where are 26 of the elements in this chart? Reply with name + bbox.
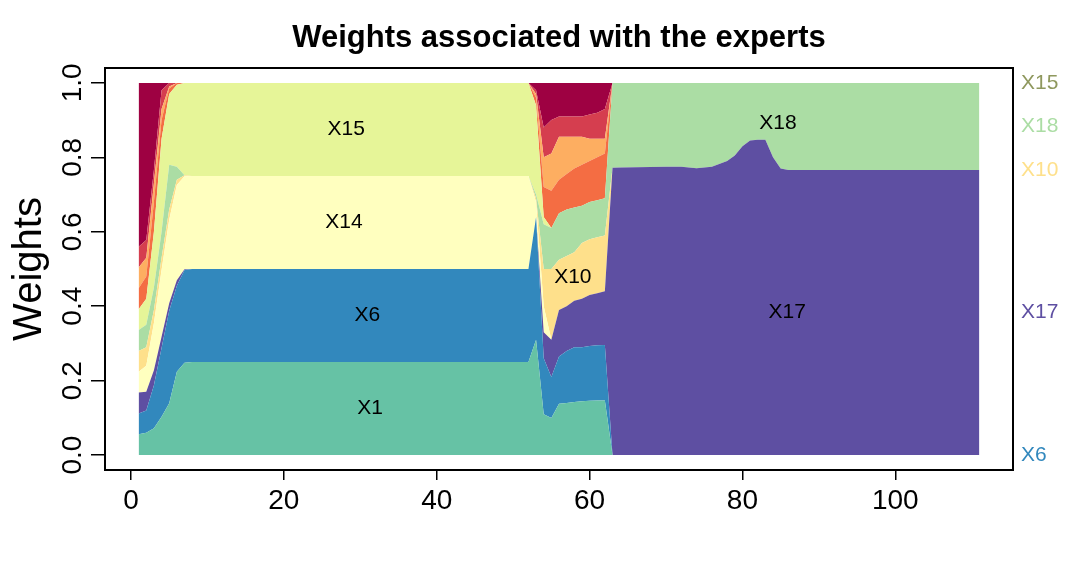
series-label: X6 — [354, 302, 381, 326]
y-tick-label: 1.0 — [55, 63, 87, 103]
series-label: X17 — [1021, 299, 1059, 323]
series-label: X15 — [327, 116, 365, 140]
series-label: X18 — [759, 110, 797, 134]
series-label: X14 — [325, 209, 363, 233]
y-tick-label: 0.4 — [55, 286, 87, 326]
x-tick-label: 40 — [421, 483, 453, 515]
x-tick-label: 80 — [726, 483, 759, 515]
text: X10 — [1021, 156, 1059, 180]
text: X15 — [1021, 69, 1059, 93]
y-tick-label: 0.2 — [55, 361, 87, 401]
y-tick-label: 0.6 — [55, 212, 87, 252]
series-label: X10 — [554, 264, 592, 288]
y-tick-label: 0.0 — [55, 435, 87, 475]
x-tick-label: 60 — [573, 483, 606, 515]
x-tick-label: 20 — [268, 483, 300, 515]
y-axis-title: Weights — [5, 197, 50, 341]
x-tick-label: 0 — [123, 483, 139, 515]
series-label: X1 — [357, 395, 383, 419]
x-tick-label: 100 — [871, 483, 919, 515]
text: X6 — [1021, 441, 1047, 465]
chart-title: Weights associated with the experts — [292, 18, 826, 54]
text: X17 — [768, 299, 806, 323]
y-tick-label: 0.8 — [55, 137, 87, 177]
text: X18 — [1021, 113, 1059, 137]
